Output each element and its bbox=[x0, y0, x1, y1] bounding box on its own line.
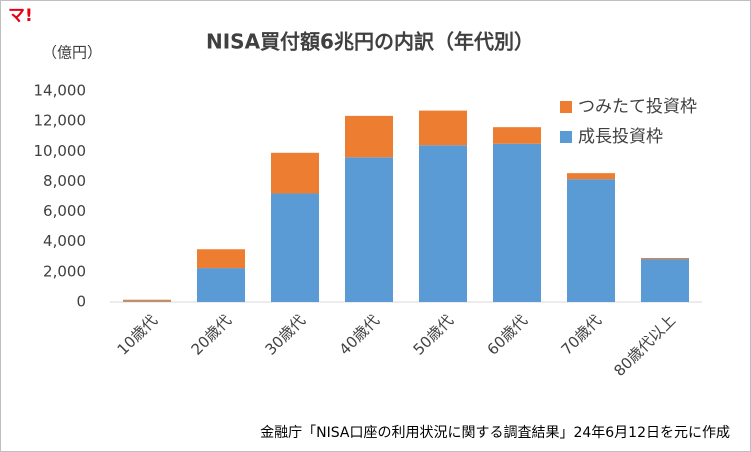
bar-segment bbox=[123, 301, 171, 302]
bar-segment bbox=[641, 257, 689, 260]
bar-segment bbox=[123, 299, 171, 302]
y-tick-label: 14,000 bbox=[34, 82, 87, 100]
y-axis-label: （億円） bbox=[42, 44, 102, 62]
y-tick-label: 0 bbox=[76, 293, 86, 311]
y-tick-label: 6,000 bbox=[43, 202, 86, 220]
bar-segment bbox=[419, 110, 467, 146]
y-tick-label: 4,000 bbox=[43, 232, 86, 250]
legend-swatch bbox=[560, 101, 572, 113]
bar-segment bbox=[567, 179, 615, 302]
bar-segment bbox=[493, 143, 541, 302]
bar-segment bbox=[493, 127, 541, 144]
chart-title: NISA買付額6兆円の内訳（年代別） bbox=[206, 30, 534, 54]
bar-segment bbox=[567, 173, 615, 180]
legend-swatch bbox=[560, 131, 572, 143]
y-tick-label: 10,000 bbox=[34, 142, 87, 160]
bar-segment bbox=[345, 115, 393, 158]
bar-segment bbox=[271, 193, 319, 302]
bar-segment bbox=[641, 259, 689, 302]
bar-segment bbox=[197, 268, 245, 302]
source: 金融庁「NISA口座の利用状況に関する調査結果」24年6月12日を元に作成 bbox=[260, 425, 730, 441]
bar-segment bbox=[271, 152, 319, 194]
logo: マ! bbox=[8, 6, 33, 26]
bar-segment bbox=[345, 157, 393, 302]
y-tick-label: 12,000 bbox=[34, 112, 87, 130]
legend-label: 成長投資枠 bbox=[578, 127, 663, 147]
bar-segment bbox=[419, 145, 467, 302]
bar-segment bbox=[197, 249, 245, 269]
y-tick-label: 8,000 bbox=[43, 172, 86, 190]
legend-label: つみたて投資枠 bbox=[578, 97, 697, 117]
y-tick-label: 2,000 bbox=[43, 262, 86, 280]
